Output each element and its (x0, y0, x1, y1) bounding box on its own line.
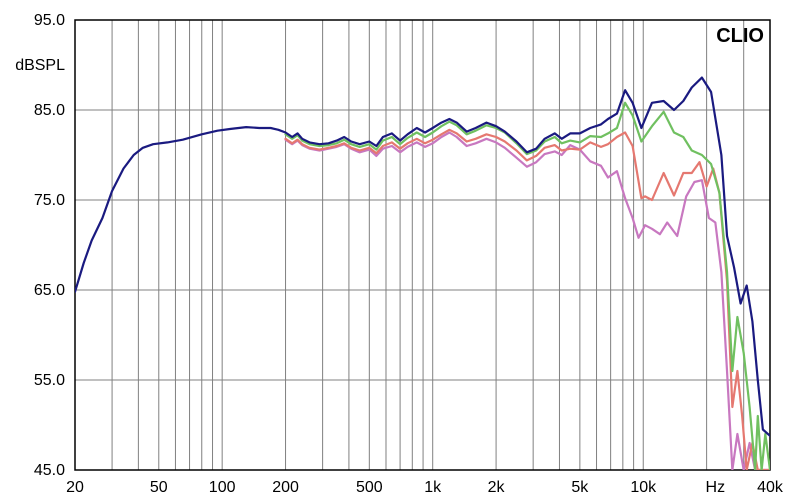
freq-response-chart: 45.0 55.0 65.0 75.0 85.0 95.0 20 50 100 200 500 1k 2… (0, 0, 800, 504)
svg-text:100: 100 (209, 479, 236, 496)
svg-text:5k: 5k (571, 479, 589, 496)
svg-text:65.0: 65.0 (34, 282, 65, 299)
svg-text:75.0: 75.0 (34, 192, 65, 209)
y-axis-unit: dBSPL (15, 57, 65, 74)
svg-text:2k: 2k (488, 479, 506, 496)
svg-text:45.0: 45.0 (34, 462, 65, 479)
brand-label: CLIO (716, 25, 764, 47)
svg-text:40k: 40k (757, 479, 784, 496)
svg-text:500: 500 (356, 479, 383, 496)
svg-text:95.0: 95.0 (34, 12, 65, 29)
svg-text:50: 50 (150, 479, 168, 496)
svg-text:1k: 1k (424, 479, 442, 496)
svg-text:10k: 10k (630, 479, 657, 496)
svg-text:200: 200 (272, 479, 299, 496)
svg-text:85.0: 85.0 (34, 102, 65, 119)
svg-text:55.0: 55.0 (34, 372, 65, 389)
x-axis-unit: Hz (706, 479, 726, 496)
svg-text:20: 20 (66, 479, 84, 496)
